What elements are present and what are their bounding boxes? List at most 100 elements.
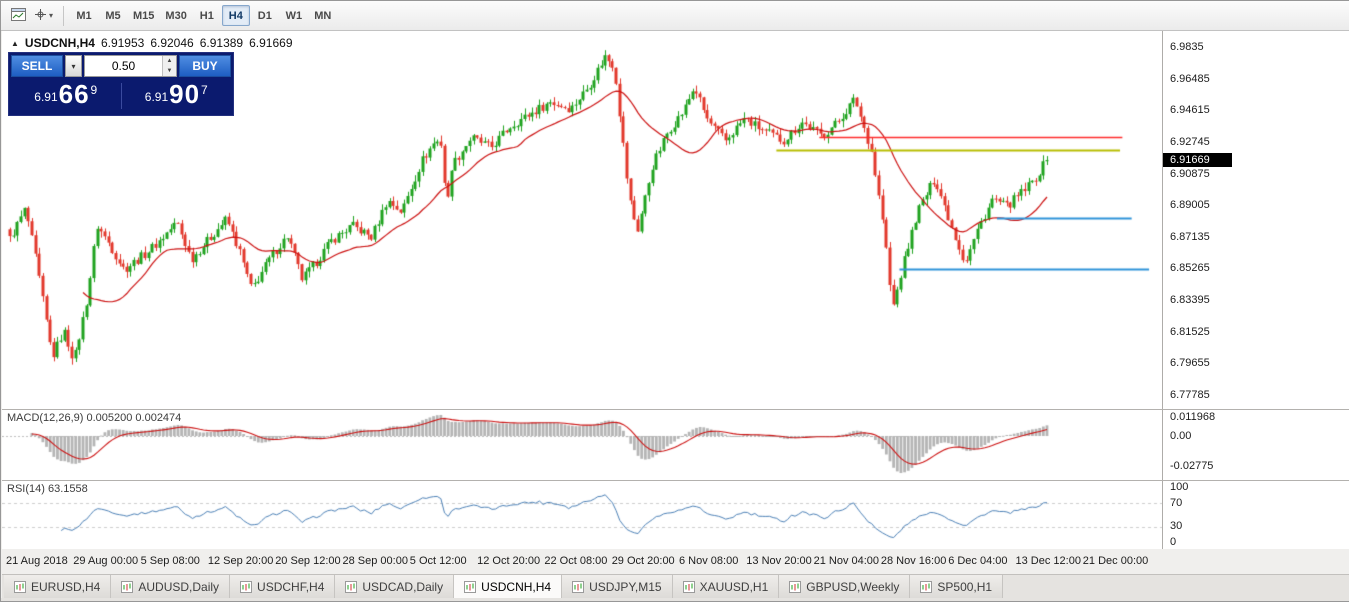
chart-tab-eurusd-h4[interactable]: EURUSD,H4 bbox=[4, 575, 112, 598]
chart-tab-usdcnh-h4[interactable]: USDCNH,H4 bbox=[454, 575, 563, 598]
rsi-label: RSI(14) 63.1558 bbox=[7, 483, 88, 495]
chart-tab-usdcad-daily[interactable]: USDCAD,Daily bbox=[335, 575, 455, 598]
time-axis-label: 28 Nov 16:00 bbox=[880, 555, 947, 567]
chart-tab-usdchf-h4[interactable]: USDCHF,H4 bbox=[230, 575, 336, 598]
collapse-icon[interactable]: ▲ bbox=[11, 38, 19, 48]
chevron-down-icon: ▾ bbox=[49, 11, 54, 20]
rsi-scale-label: 100 bbox=[1170, 481, 1189, 493]
chart-tab-icon bbox=[121, 580, 134, 593]
macd-scale-label: 0.00 bbox=[1170, 430, 1192, 442]
time-axis-label: 21 Aug 2018 bbox=[6, 555, 68, 567]
tab-label: GBPUSD,Weekly bbox=[806, 579, 900, 594]
chevron-down-icon: ▾ bbox=[71, 61, 76, 71]
current-price-tag: 6.91669 bbox=[1163, 153, 1232, 167]
timeframe-button-h1[interactable]: H1 bbox=[193, 5, 221, 26]
price-scale-label: 6.92745 bbox=[1170, 135, 1210, 148]
chart-window-icon bbox=[10, 7, 26, 24]
timeframe-button-m15[interactable]: M15 bbox=[128, 5, 159, 26]
sell-price-prefix: 6.91 bbox=[34, 90, 58, 104]
macd-scale-label: 0.011968 bbox=[1170, 411, 1216, 423]
price-scale-label: 6.83395 bbox=[1170, 294, 1210, 307]
buy-button[interactable]: BUY bbox=[179, 55, 231, 77]
sell-button[interactable]: SELL bbox=[11, 55, 63, 77]
timeframe-button-m30[interactable]: M30 bbox=[160, 5, 191, 26]
tab-label: USDCNH,H4 bbox=[481, 579, 552, 594]
time-axis-label: 13 Dec 12:00 bbox=[1015, 555, 1081, 567]
time-axis-label: 29 Oct 20:00 bbox=[611, 555, 675, 567]
timeframe-button-d1[interactable]: D1 bbox=[251, 5, 279, 26]
price-scale-label: 6.9835 bbox=[1170, 41, 1204, 53]
volume-up-icon[interactable]: ▲ bbox=[163, 56, 176, 66]
chart-tab-icon bbox=[345, 580, 358, 593]
tab-label: XAUUSD,H1 bbox=[699, 579, 769, 594]
chart-low-value: 6.91389 bbox=[199, 36, 244, 50]
crosshair-tool-button[interactable]: ▾ bbox=[30, 5, 57, 27]
time-axis-label: 6 Dec 04:00 bbox=[948, 555, 1008, 567]
time-axis-label: 22 Oct 08:00 bbox=[544, 555, 608, 567]
time-axis-label: 13 Nov 20:00 bbox=[746, 555, 812, 567]
chart-tab-bar: EURUSD,H4 AUDUSD,Daily USDCHF,H4 USDCAD,Dai… bbox=[2, 575, 1349, 598]
time-axis[interactable]: 21 Aug 2018 29 Aug 00:00 5 Sep 08:00 12 Sep… bbox=[2, 549, 1349, 575]
timeframe-toolbar: M1 M5 M15 M30 H1 H4 D1 W1 MN bbox=[70, 5, 337, 26]
time-axis-label: 5 Oct 12:00 bbox=[409, 555, 467, 567]
sell-price[interactable]: 6.91 66 9 bbox=[11, 81, 121, 110]
time-axis-label: 21 Nov 04:00 bbox=[813, 555, 880, 567]
rsi-panel: RSI(14) 63.1558 100 70 30 0 bbox=[2, 481, 1349, 550]
crosshair-icon bbox=[34, 8, 47, 24]
rsi-scale-label: 0 bbox=[1170, 536, 1177, 548]
trade-controls-row: SELL ▾ 0.50 ▲ ▼ BUY bbox=[11, 55, 231, 77]
chart-title: ▲ USDCNH,H4 6.91953 6.92046 6.91389 6.91… bbox=[11, 36, 293, 50]
timeframe-button-m5[interactable]: M5 bbox=[99, 5, 127, 26]
macd-canvas[interactable] bbox=[2, 410, 1163, 479]
sell-price-sup: 9 bbox=[90, 83, 98, 97]
price-scale-label: 6.77785 bbox=[1170, 389, 1210, 402]
timeframe-button-m1[interactable]: M1 bbox=[70, 5, 98, 26]
chart-tab-sp500-h1[interactable]: SP500,H1 bbox=[910, 575, 1004, 598]
chart-high-value: 6.92046 bbox=[150, 36, 194, 50]
tab-label: USDJPY,M15 bbox=[589, 579, 662, 594]
chart-tab-icon bbox=[572, 580, 585, 593]
buy-price[interactable]: 6.91 90 7 bbox=[122, 79, 232, 110]
chart-tab-usdjpy-m15[interactable]: USDJPY,M15 bbox=[562, 575, 673, 598]
buy-price-prefix: 6.91 bbox=[144, 90, 169, 104]
tab-label: AUDUSD,Daily bbox=[138, 579, 220, 594]
chart-tab-audusd-daily[interactable]: AUDUSD,Daily bbox=[111, 575, 231, 598]
chart-tab-gbpusd-weekly[interactable]: GBPUSD,Weekly bbox=[779, 575, 911, 598]
rsi-scale-label: 30 bbox=[1170, 520, 1183, 532]
chart-tab-xauusd-h1[interactable]: XAUUSD,H1 bbox=[672, 575, 780, 598]
price-scale-label: 6.90875 bbox=[1170, 167, 1210, 180]
time-axis-label: 12 Sep 20:00 bbox=[207, 555, 274, 567]
rsi-canvas[interactable] bbox=[2, 481, 1163, 549]
time-axis-label: 28 Sep 00:00 bbox=[342, 555, 408, 567]
time-axis-label: 21 Dec 00:00 bbox=[1082, 555, 1149, 567]
time-axis-label: 12 Oct 20:00 bbox=[477, 555, 541, 567]
buy-price-sup: 7 bbox=[201, 83, 208, 97]
chart-open-value: 6.91953 bbox=[100, 36, 145, 50]
chart-tab-icon bbox=[464, 580, 477, 593]
price-divider bbox=[120, 83, 122, 109]
time-axis-label: 6 Nov 08:00 bbox=[679, 555, 739, 567]
price-scale: 6.9835 6.96485 6.94615 6.92745 6.90875 6.8900… bbox=[1162, 30, 1349, 409]
price-chart-panel: 6.9835 6.96485 6.94615 6.92745 6.90875 6.8900… bbox=[2, 30, 1349, 410]
volume-field[interactable]: 0.50 ▲ ▼ bbox=[84, 55, 177, 77]
timeframe-button-w1[interactable]: W1 bbox=[280, 5, 308, 26]
tab-label: USDCAD,Daily bbox=[362, 579, 444, 594]
chart-window-button[interactable] bbox=[6, 5, 30, 27]
macd-scale-label: -0.02775 bbox=[1170, 460, 1214, 472]
volume-dropdown-button[interactable]: ▾ bbox=[65, 55, 82, 77]
time-axis-label: 5 Sep 08:00 bbox=[140, 555, 200, 567]
main-toolbar: ▾ M1 M5 M15 M30 H1 H4 D1 W1 MN bbox=[1, 1, 1349, 31]
price-scale-label: 6.94615 bbox=[1170, 104, 1210, 117]
time-axis-label: 29 Aug 00:00 bbox=[73, 555, 139, 567]
toolbar-separator bbox=[63, 5, 65, 26]
buy-price-big: 90 bbox=[169, 79, 201, 109]
trade-prices-row: 6.91 66 9 6.91 90 7 bbox=[11, 79, 231, 113]
volume-down-icon[interactable]: ▼ bbox=[163, 66, 176, 76]
timeframe-button-mn[interactable]: MN bbox=[309, 5, 337, 26]
timeframe-button-h4[interactable]: H4 bbox=[221, 5, 250, 26]
macd-scale: 0.011968 0.00 -0.02775 bbox=[1162, 410, 1349, 480]
volume-value[interactable]: 0.50 bbox=[111, 59, 136, 73]
chart-tab-icon bbox=[240, 580, 253, 593]
macd-panel: MACD(12,26,9) 0.005200 0.002474 0.011968… bbox=[2, 410, 1349, 481]
